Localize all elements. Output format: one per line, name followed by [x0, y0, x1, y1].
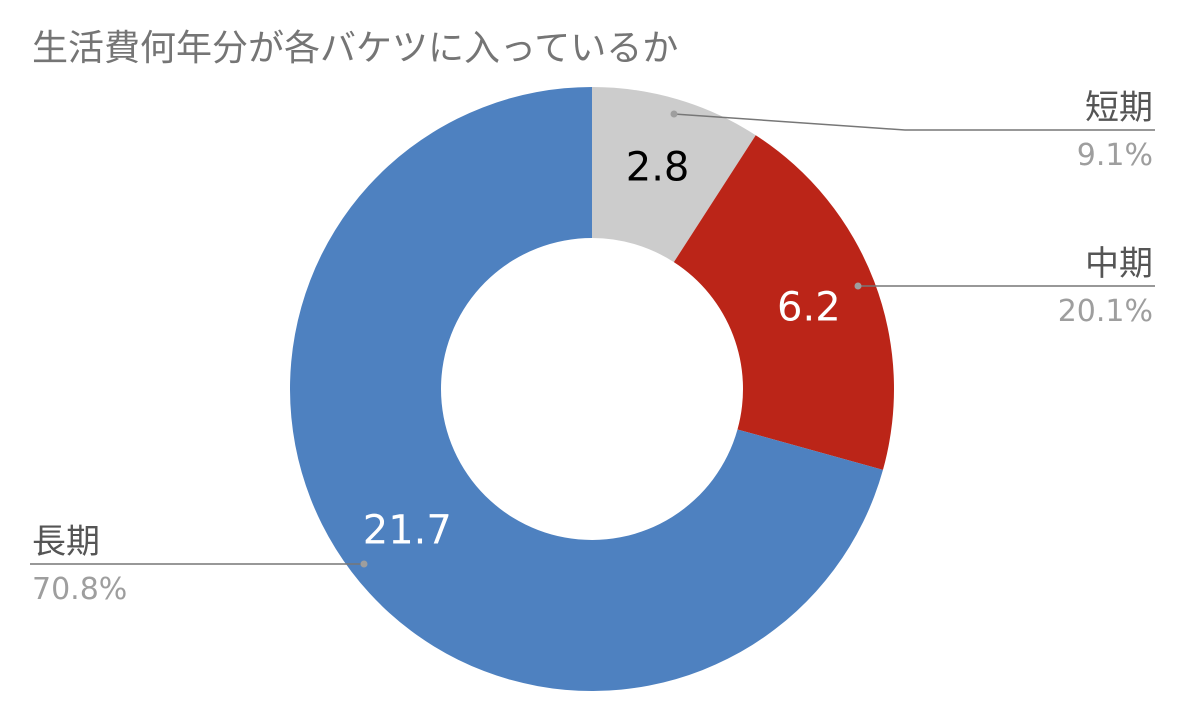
value-label-short: 2.8: [626, 144, 690, 190]
leader-dot-long: [360, 560, 368, 568]
labels-group: 2.8 短期 9.1% 6.2 中期 20.1% 21.7 長期 70.8%: [32, 88, 1153, 607]
slice-mid: [673, 135, 894, 470]
slices-group: [290, 87, 894, 691]
slice-short: [592, 87, 756, 263]
value-label-mid: 6.2: [777, 285, 841, 331]
leader-dot-mid: [854, 282, 862, 290]
slice-long: [290, 87, 883, 691]
leader-dot-short: [670, 110, 678, 118]
chart-title: 生活費何年分が各バケツに入っているか: [32, 28, 678, 69]
leader-lines-group: [30, 110, 1155, 568]
category-label-mid: 中期: [1085, 244, 1153, 284]
category-label-long: 長期: [32, 522, 100, 562]
category-label-short: 短期: [1085, 88, 1153, 128]
percent-label-short: 9.1%: [1077, 138, 1153, 173]
value-label-long: 21.7: [363, 507, 452, 553]
percent-label-mid: 20.1%: [1058, 294, 1153, 329]
percent-label-long: 70.8%: [32, 572, 127, 607]
leader-line-short: [673, 113, 1155, 131]
